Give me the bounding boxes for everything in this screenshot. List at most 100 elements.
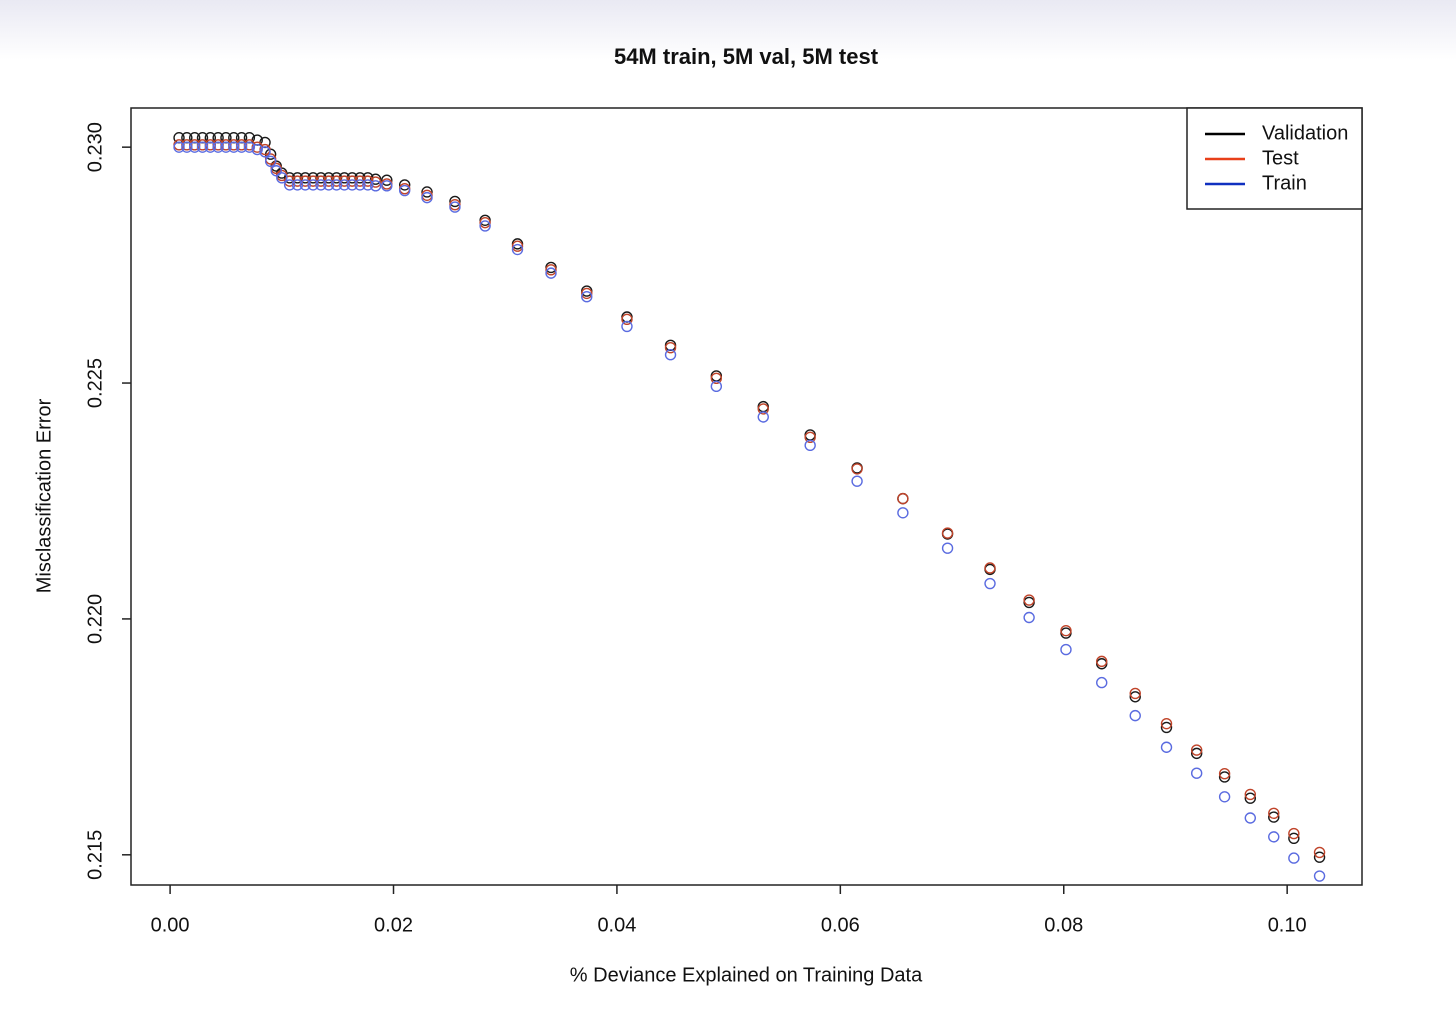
- data-point: [851, 463, 863, 475]
- data-point: [757, 400, 769, 413]
- data-point: [1129, 709, 1141, 722]
- data-point: [1288, 852, 1300, 864]
- x-tick-label: 0.06: [821, 914, 860, 936]
- data-point: [1160, 721, 1173, 734]
- data-point: [1268, 807, 1280, 819]
- data-point: [1190, 744, 1203, 756]
- y-tick-label: 0.230: [84, 122, 106, 172]
- data-point: [1218, 771, 1231, 783]
- data-point: [330, 179, 343, 191]
- data-point: [251, 143, 263, 156]
- data-point: [664, 349, 677, 361]
- data-point: [421, 191, 433, 204]
- data-point: [1218, 791, 1231, 803]
- data-point: [479, 216, 491, 229]
- data-point: [369, 180, 382, 192]
- data-point: [228, 141, 240, 153]
- data-point: [398, 184, 411, 197]
- x-tick-label: 0.02: [374, 914, 413, 936]
- data-point: [1060, 643, 1072, 656]
- data-point: [1288, 827, 1300, 840]
- y-tick-label: 0.225: [84, 358, 106, 408]
- data-point: [710, 372, 723, 385]
- y-tick-label: 0.220: [84, 594, 106, 644]
- data-point: [299, 179, 311, 191]
- x-tick-label: 0.00: [151, 914, 190, 936]
- data-point: [1023, 594, 1035, 606]
- data-point: [941, 542, 954, 554]
- data-point: [1023, 596, 1035, 609]
- x-axis-label: % Deviance Explained on Training Data: [570, 964, 923, 986]
- data-point: [621, 311, 633, 323]
- data-point: [1160, 741, 1173, 753]
- data-point: [362, 179, 374, 191]
- y-axis-label: Misclassification Error: [33, 398, 55, 593]
- data-point: [369, 173, 382, 185]
- data-point: [1060, 625, 1072, 637]
- data-point: [581, 291, 593, 303]
- data-point: [897, 507, 909, 519]
- data-point: [511, 240, 524, 252]
- data-point: [369, 176, 382, 188]
- data-point: [173, 141, 185, 153]
- data-point: [449, 195, 461, 208]
- data-point: [291, 179, 304, 191]
- data-point: [338, 179, 351, 191]
- data-point: [1096, 676, 1108, 689]
- data-point: [1160, 717, 1173, 730]
- data-point: [1190, 747, 1203, 760]
- data-point: [398, 179, 411, 191]
- data-point: [1218, 767, 1231, 780]
- data-point: [212, 141, 224, 153]
- data-point: [1313, 870, 1326, 882]
- data-point: [804, 431, 816, 443]
- data-point: [1023, 611, 1035, 624]
- data-point: [757, 411, 769, 423]
- data-point: [264, 155, 277, 168]
- legend-label: Test: [1262, 147, 1299, 169]
- data-point: [381, 174, 393, 186]
- data-point: [984, 562, 996, 574]
- plot-frame: [130, 107, 1363, 886]
- data-point: [511, 243, 524, 256]
- data-point: [710, 370, 723, 382]
- data-point: [421, 186, 433, 198]
- data-point: [204, 141, 217, 153]
- data-point: [1313, 846, 1326, 859]
- data-point: [235, 141, 248, 153]
- data-point: [1244, 812, 1256, 824]
- data-point: [1244, 792, 1256, 804]
- data-point: [621, 313, 633, 326]
- data-point: [1060, 627, 1072, 639]
- data-point: [664, 339, 677, 351]
- data-point: [710, 380, 723, 393]
- data-point: [1244, 788, 1256, 801]
- x-tick-label: 0.08: [1044, 914, 1083, 936]
- data-point: [381, 180, 393, 192]
- header-fade: [0, 0, 1456, 60]
- data-point: [449, 201, 461, 213]
- legend-label: Train: [1262, 172, 1307, 194]
- y-tick-label: 0.215: [84, 830, 106, 880]
- data-point: [354, 179, 366, 191]
- data-point: [346, 179, 358, 191]
- data-point: [479, 220, 491, 232]
- data-point: [181, 141, 193, 153]
- data-point: [270, 165, 282, 177]
- x-tick-label: 0.04: [597, 914, 636, 936]
- data-point: [804, 439, 816, 452]
- data-point: [941, 527, 954, 539]
- data-point: [1129, 687, 1141, 700]
- data-point: [276, 172, 288, 184]
- data-point: [1129, 691, 1141, 703]
- data-point: [315, 179, 327, 191]
- data-point: [1268, 831, 1280, 843]
- data-point: [545, 264, 557, 276]
- data-point: [545, 267, 557, 279]
- data-point: [757, 403, 769, 415]
- data-point: [283, 179, 296, 191]
- data-point: [1288, 832, 1300, 844]
- data-point: [804, 429, 816, 441]
- data-point: [220, 141, 232, 153]
